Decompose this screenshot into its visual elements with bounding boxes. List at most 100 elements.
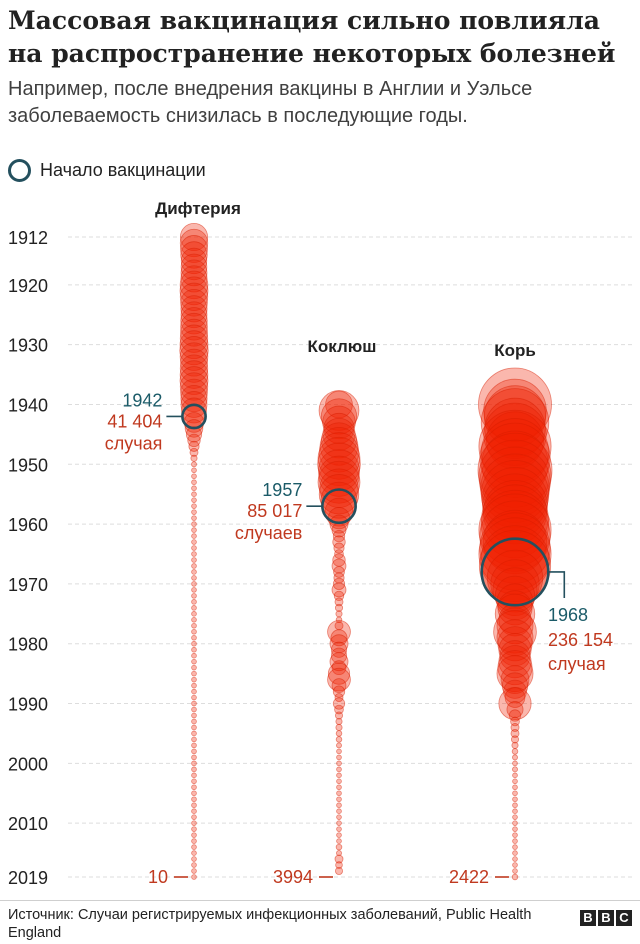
case-bubble — [511, 873, 519, 881]
case-bubble — [191, 658, 197, 665]
case-bubble — [180, 384, 208, 413]
case-bubble — [191, 521, 197, 527]
case-bubble — [191, 760, 197, 767]
case-bubble — [335, 723, 343, 731]
vaccination-year-label: 1957 — [262, 480, 302, 500]
case-bubble — [191, 850, 197, 856]
case-bubble — [512, 778, 518, 785]
case-bubble — [512, 838, 518, 844]
source-note: Источник: Случаи регистрируемых инфекцио… — [8, 907, 532, 941]
vaccination-year-label: 1942 — [122, 390, 162, 410]
case-bubble — [512, 832, 518, 838]
y-axis-ticks: 1912 1920 1930 1940 1950 1960 1970 1980 1990 2000… — [8, 228, 48, 888]
case-bubble — [336, 784, 342, 791]
case-bubble — [191, 766, 197, 773]
case-bubble — [191, 533, 197, 539]
case-bubble — [492, 567, 538, 613]
case-bubble — [334, 603, 344, 612]
case-bubble — [334, 854, 344, 864]
case-bubble — [191, 826, 197, 832]
case-bubble — [512, 802, 518, 809]
case-bubble — [191, 832, 197, 838]
case-bubble — [191, 545, 197, 551]
case-bubble — [508, 709, 522, 722]
case-bubble — [191, 664, 197, 671]
case-bubble — [191, 485, 197, 492]
bubble-chart: 1912 1920 1930 1940 1950 1960 1970 1980 1990 2000… — [8, 199, 632, 888]
final-cases-label: 3994 — [273, 867, 313, 887]
case-bubble — [512, 844, 518, 850]
vaccination-unit-label: случаев — [235, 523, 302, 543]
case-bubble — [318, 390, 360, 431]
case-bubble — [512, 856, 518, 862]
case-bubble — [336, 820, 342, 826]
case-bubble — [496, 607, 534, 645]
case-bubble — [496, 655, 534, 693]
case-bubble — [191, 808, 197, 815]
case-bubble — [336, 802, 342, 809]
case-bubble — [191, 497, 197, 503]
case-bubble — [180, 307, 208, 335]
case-bubble — [191, 784, 197, 791]
footer: Источник: Случаи регистрируемых инфекцио… — [0, 900, 640, 944]
case-bubble — [335, 616, 343, 624]
case-bubble — [335, 610, 343, 618]
case-bubble — [512, 808, 518, 815]
case-bubble — [191, 796, 197, 803]
case-bubble — [512, 820, 518, 826]
case-bubble — [494, 575, 536, 617]
case-bubble — [191, 706, 197, 713]
bubbles — [179, 222, 553, 881]
vaccination-cases-label: 85 017 — [247, 501, 302, 521]
case-bubble — [191, 491, 197, 497]
case-bubble — [179, 336, 209, 366]
case-bubble — [191, 814, 197, 820]
vaccination-year-label: 1968 — [548, 605, 588, 625]
case-bubble — [191, 461, 197, 468]
case-bubble — [191, 838, 197, 844]
y-tick-label: 1990 — [8, 695, 48, 715]
case-bubble — [336, 754, 342, 761]
case-bubble — [493, 610, 537, 654]
case-bubble — [512, 766, 518, 773]
case-bubble — [336, 850, 342, 857]
case-bubble — [336, 748, 342, 755]
case-bubble — [512, 826, 518, 832]
case-bubble — [477, 432, 553, 508]
case-bubble — [482, 509, 548, 575]
case-bubble — [512, 796, 518, 803]
case-bubble — [478, 529, 552, 603]
case-bubble — [318, 449, 360, 492]
case-bubble — [191, 473, 197, 480]
case-bubble — [191, 515, 197, 521]
case-bubble — [191, 676, 197, 683]
case-bubble — [510, 735, 520, 744]
case-bubble — [191, 611, 197, 617]
case-bubble — [191, 736, 197, 743]
case-bubble — [318, 474, 360, 515]
series-label: Коклюш — [308, 337, 377, 356]
case-bubble — [327, 662, 351, 685]
case-bubble — [479, 446, 551, 518]
case-bubble — [191, 724, 197, 731]
case-bubble — [336, 808, 342, 815]
case-bubble — [191, 640, 197, 647]
case-bubble — [191, 605, 197, 611]
case-bubble — [336, 766, 342, 773]
case-bubble — [330, 629, 348, 647]
case-bubble — [179, 330, 209, 360]
case-bubble — [180, 312, 208, 341]
bbc-logo-letter: B — [598, 910, 614, 926]
case-bubble — [191, 593, 197, 599]
case-bubble — [478, 517, 552, 591]
case-bubble — [317, 436, 361, 480]
case-bubble — [497, 626, 533, 662]
case-bubble — [511, 741, 519, 749]
case-bubble — [189, 447, 199, 457]
case-bubble — [512, 850, 518, 856]
case-bubble — [335, 861, 343, 869]
case-bubble — [191, 748, 197, 755]
case-bubble — [191, 479, 197, 486]
page-subtitle: Например, после внедрения вакцины в Англ… — [8, 78, 533, 127]
case-bubble — [187, 433, 201, 448]
